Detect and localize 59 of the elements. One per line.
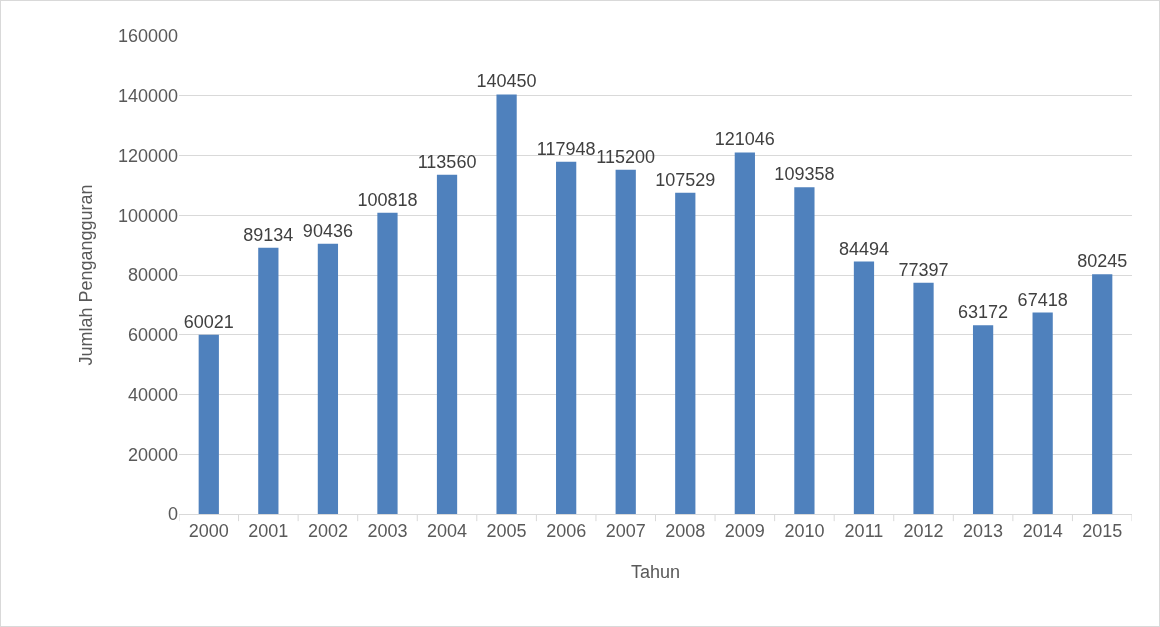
y-tick-label: 0 bbox=[167, 504, 178, 525]
bar bbox=[615, 169, 636, 514]
bar bbox=[913, 282, 934, 514]
x-tick-label: 2015 bbox=[1082, 520, 1123, 541]
x-tick-label: 2010 bbox=[784, 520, 825, 541]
bar bbox=[436, 174, 458, 514]
bar bbox=[853, 261, 875, 514]
x-tick-label: 2000 bbox=[188, 520, 229, 541]
data-label: 89134 bbox=[243, 224, 294, 245]
data-label: 113560 bbox=[417, 151, 477, 172]
x-tick-label: 2005 bbox=[486, 520, 527, 541]
bar bbox=[734, 152, 755, 514]
y-tick-label: 60000 bbox=[127, 325, 178, 346]
x-tick-label: 2003 bbox=[367, 520, 408, 541]
bar bbox=[794, 187, 815, 514]
x-tick-label: 2012 bbox=[903, 520, 944, 541]
y-tick-label: 80000 bbox=[127, 265, 178, 286]
data-label: 107529 bbox=[655, 169, 716, 190]
x-tick-label: 2011 bbox=[844, 520, 884, 541]
x-tick-label: 2007 bbox=[605, 520, 646, 541]
bar bbox=[675, 192, 696, 514]
y-tick-label: 20000 bbox=[127, 444, 178, 465]
x-tick-label: 2008 bbox=[665, 520, 706, 541]
data-label: 80245 bbox=[1077, 251, 1128, 272]
data-label: 60021 bbox=[183, 311, 234, 332]
data-label: 63172 bbox=[958, 302, 1009, 323]
bar bbox=[317, 243, 339, 514]
y-tick-label: 120000 bbox=[117, 145, 178, 166]
bar bbox=[556, 161, 577, 514]
data-label: 67418 bbox=[1017, 289, 1068, 310]
bar bbox=[972, 325, 994, 514]
x-tick-label: 2013 bbox=[963, 520, 1004, 541]
y-tick-label: 100000 bbox=[117, 205, 178, 226]
y-tick-label: 160000 bbox=[117, 26, 178, 47]
x-tick-label: 2009 bbox=[724, 520, 765, 541]
bar bbox=[1032, 312, 1053, 514]
data-label: 109358 bbox=[774, 164, 835, 185]
data-label: 117948 bbox=[536, 138, 596, 159]
x-tick-label: 2004 bbox=[427, 520, 468, 541]
data-label: 115200 bbox=[596, 146, 656, 167]
x-tick-label: 2014 bbox=[1022, 520, 1063, 541]
data-label: 140450 bbox=[476, 71, 537, 92]
data-label: 100818 bbox=[357, 189, 418, 210]
x-tick-label: 2001 bbox=[248, 520, 289, 541]
bar bbox=[1092, 274, 1113, 514]
bar bbox=[377, 212, 398, 514]
y-axis-title: Jumlah Pengangguran bbox=[76, 184, 97, 366]
data-label: 84494 bbox=[838, 238, 889, 259]
bar bbox=[496, 94, 517, 514]
x-tick-label: 2002 bbox=[307, 520, 348, 541]
data-label: 77397 bbox=[898, 259, 949, 280]
bar bbox=[198, 334, 219, 514]
data-label: 121046 bbox=[714, 129, 775, 150]
data-label: 90436 bbox=[302, 220, 353, 241]
x-tick-label: 2006 bbox=[546, 520, 587, 541]
y-tick-label: 40000 bbox=[127, 384, 178, 405]
x-axis-title: Tahun bbox=[630, 561, 681, 582]
bar bbox=[258, 247, 279, 514]
y-tick-label: 140000 bbox=[117, 86, 178, 107]
